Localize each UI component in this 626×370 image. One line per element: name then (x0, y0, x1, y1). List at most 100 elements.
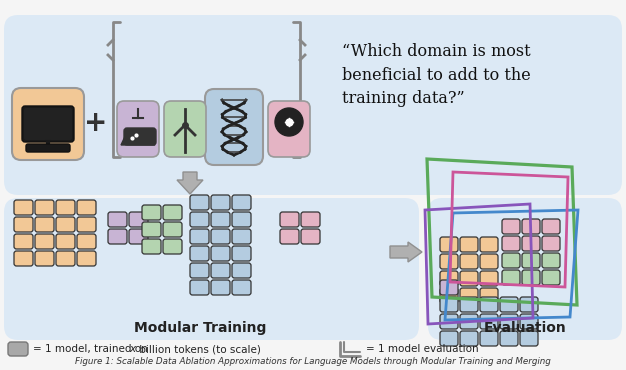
FancyBboxPatch shape (8, 342, 28, 356)
FancyArrow shape (390, 242, 422, 262)
FancyBboxPatch shape (520, 297, 538, 312)
FancyBboxPatch shape (232, 246, 251, 261)
FancyBboxPatch shape (522, 219, 540, 234)
FancyBboxPatch shape (190, 229, 209, 244)
FancyBboxPatch shape (26, 144, 70, 152)
FancyBboxPatch shape (190, 212, 209, 227)
FancyBboxPatch shape (502, 219, 520, 234)
FancyBboxPatch shape (35, 200, 54, 215)
FancyBboxPatch shape (117, 101, 159, 157)
Text: = 1 model evaluation: = 1 model evaluation (366, 344, 479, 354)
FancyBboxPatch shape (280, 229, 299, 244)
FancyBboxPatch shape (232, 280, 251, 295)
FancyBboxPatch shape (440, 280, 458, 295)
FancyBboxPatch shape (502, 270, 520, 285)
FancyBboxPatch shape (542, 236, 560, 251)
FancyBboxPatch shape (480, 237, 498, 252)
FancyBboxPatch shape (211, 263, 230, 278)
FancyBboxPatch shape (480, 297, 498, 312)
FancyBboxPatch shape (520, 331, 538, 346)
FancyBboxPatch shape (460, 331, 478, 346)
FancyBboxPatch shape (142, 222, 161, 237)
FancyArrow shape (177, 172, 203, 194)
FancyBboxPatch shape (77, 234, 96, 249)
FancyBboxPatch shape (480, 254, 498, 269)
FancyBboxPatch shape (520, 314, 538, 329)
FancyBboxPatch shape (14, 217, 33, 232)
FancyBboxPatch shape (24, 108, 72, 140)
FancyBboxPatch shape (460, 314, 478, 329)
FancyBboxPatch shape (280, 212, 299, 227)
FancyBboxPatch shape (440, 271, 458, 286)
FancyBboxPatch shape (77, 200, 96, 215)
FancyBboxPatch shape (190, 263, 209, 278)
FancyBboxPatch shape (522, 236, 540, 251)
FancyBboxPatch shape (142, 239, 161, 254)
FancyBboxPatch shape (211, 280, 230, 295)
FancyBboxPatch shape (35, 251, 54, 266)
Text: +: + (85, 109, 108, 137)
FancyBboxPatch shape (4, 198, 419, 340)
Text: Evaluation: Evaluation (484, 321, 567, 335)
FancyBboxPatch shape (4, 15, 622, 195)
FancyBboxPatch shape (522, 253, 540, 268)
FancyBboxPatch shape (56, 234, 75, 249)
FancyBboxPatch shape (480, 331, 498, 346)
FancyBboxPatch shape (460, 237, 478, 252)
FancyBboxPatch shape (440, 297, 458, 312)
FancyBboxPatch shape (301, 212, 320, 227)
FancyBboxPatch shape (12, 88, 84, 160)
FancyBboxPatch shape (14, 251, 33, 266)
FancyBboxPatch shape (77, 251, 96, 266)
Text: x: x (129, 344, 135, 354)
FancyBboxPatch shape (77, 217, 96, 232)
FancyBboxPatch shape (124, 128, 156, 145)
FancyBboxPatch shape (440, 314, 458, 329)
FancyBboxPatch shape (211, 229, 230, 244)
FancyBboxPatch shape (502, 236, 520, 251)
FancyBboxPatch shape (22, 106, 74, 142)
FancyBboxPatch shape (502, 253, 520, 268)
FancyBboxPatch shape (163, 239, 182, 254)
FancyBboxPatch shape (163, 222, 182, 237)
Text: Figure 1: Scalable Data Ablation Approximations for Language Models through Modu: Figure 1: Scalable Data Ablation Approxi… (75, 357, 551, 366)
FancyBboxPatch shape (542, 253, 560, 268)
FancyBboxPatch shape (500, 297, 518, 312)
FancyBboxPatch shape (108, 229, 127, 244)
FancyBboxPatch shape (163, 205, 182, 220)
Circle shape (275, 108, 303, 136)
Text: Modular Training: Modular Training (134, 321, 266, 335)
FancyBboxPatch shape (460, 297, 478, 312)
FancyBboxPatch shape (440, 254, 458, 269)
FancyBboxPatch shape (232, 195, 251, 210)
FancyBboxPatch shape (142, 205, 161, 220)
FancyBboxPatch shape (428, 198, 622, 340)
FancyBboxPatch shape (108, 212, 127, 227)
FancyBboxPatch shape (440, 237, 458, 252)
FancyBboxPatch shape (190, 195, 209, 210)
FancyBboxPatch shape (542, 270, 560, 285)
FancyBboxPatch shape (211, 246, 230, 261)
FancyBboxPatch shape (211, 195, 230, 210)
FancyBboxPatch shape (500, 314, 518, 329)
FancyBboxPatch shape (56, 200, 75, 215)
FancyBboxPatch shape (190, 246, 209, 261)
FancyBboxPatch shape (480, 288, 498, 303)
FancyBboxPatch shape (522, 270, 540, 285)
FancyBboxPatch shape (56, 217, 75, 232)
FancyBboxPatch shape (205, 89, 263, 165)
FancyBboxPatch shape (301, 229, 320, 244)
FancyBboxPatch shape (480, 314, 498, 329)
FancyBboxPatch shape (460, 254, 478, 269)
FancyBboxPatch shape (129, 212, 148, 227)
FancyBboxPatch shape (542, 219, 560, 234)
FancyBboxPatch shape (460, 288, 478, 303)
FancyBboxPatch shape (480, 271, 498, 286)
FancyBboxPatch shape (268, 101, 310, 157)
Polygon shape (121, 130, 155, 145)
Text: = 1 model, trained on: = 1 model, trained on (33, 344, 151, 354)
FancyBboxPatch shape (14, 200, 33, 215)
FancyBboxPatch shape (211, 212, 230, 227)
FancyBboxPatch shape (232, 229, 251, 244)
FancyBboxPatch shape (129, 229, 148, 244)
